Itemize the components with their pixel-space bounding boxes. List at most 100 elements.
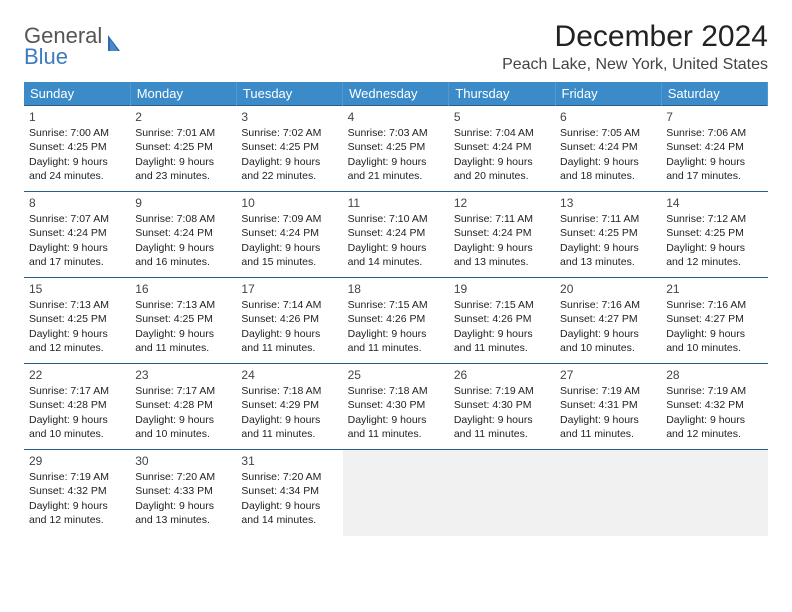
- dl2-text: and 24 minutes.: [29, 169, 125, 183]
- calendar-cell: 15Sunrise: 7:13 AMSunset: 4:25 PMDayligh…: [24, 278, 130, 364]
- day-number: 16: [135, 281, 231, 297]
- sunrise-text: Sunrise: 7:19 AM: [454, 384, 550, 398]
- sunset-text: Sunset: 4:27 PM: [666, 312, 762, 326]
- sunset-text: Sunset: 4:32 PM: [666, 398, 762, 412]
- calendar-cell: 4Sunrise: 7:03 AMSunset: 4:25 PMDaylight…: [343, 106, 449, 192]
- day-number: 14: [666, 195, 762, 211]
- day-number: 28: [666, 367, 762, 383]
- calendar-cell: 3Sunrise: 7:02 AMSunset: 4:25 PMDaylight…: [236, 106, 342, 192]
- dl2-text: and 11 minutes.: [241, 341, 337, 355]
- location: Peach Lake, New York, United States: [502, 56, 768, 74]
- day-number: 11: [348, 195, 444, 211]
- sunrise-text: Sunrise: 7:10 AM: [348, 212, 444, 226]
- calendar-cell: 16Sunrise: 7:13 AMSunset: 4:25 PMDayligh…: [130, 278, 236, 364]
- dl1-text: Daylight: 9 hours: [135, 241, 231, 255]
- dl1-text: Daylight: 9 hours: [29, 413, 125, 427]
- sunset-text: Sunset: 4:24 PM: [454, 140, 550, 154]
- sunset-text: Sunset: 4:27 PM: [560, 312, 656, 326]
- dl1-text: Daylight: 9 hours: [348, 241, 444, 255]
- weekday-row: SundayMondayTuesdayWednesdayThursdayFrid…: [24, 82, 768, 106]
- calendar-cell: 8Sunrise: 7:07 AMSunset: 4:24 PMDaylight…: [24, 192, 130, 278]
- sunset-text: Sunset: 4:30 PM: [454, 398, 550, 412]
- dl1-text: Daylight: 9 hours: [241, 155, 337, 169]
- calendar-week: 15Sunrise: 7:13 AMSunset: 4:25 PMDayligh…: [24, 278, 768, 364]
- day-number: 27: [560, 367, 656, 383]
- month-title: December 2024: [502, 20, 768, 54]
- dl2-text: and 20 minutes.: [454, 169, 550, 183]
- day-number: 6: [560, 109, 656, 125]
- dl1-text: Daylight: 9 hours: [241, 327, 337, 341]
- dl2-text: and 13 minutes.: [454, 255, 550, 269]
- dl1-text: Daylight: 9 hours: [560, 413, 656, 427]
- sunset-text: Sunset: 4:28 PM: [29, 398, 125, 412]
- dl1-text: Daylight: 9 hours: [135, 327, 231, 341]
- sunset-text: Sunset: 4:25 PM: [135, 140, 231, 154]
- dl2-text: and 11 minutes.: [135, 341, 231, 355]
- dl2-text: and 23 minutes.: [135, 169, 231, 183]
- sunrise-text: Sunrise: 7:13 AM: [135, 298, 231, 312]
- sunrise-text: Sunrise: 7:11 AM: [454, 212, 550, 226]
- dl2-text: and 18 minutes.: [560, 169, 656, 183]
- logo-text: General Blue: [24, 26, 102, 68]
- dl1-text: Daylight: 9 hours: [241, 499, 337, 513]
- weekday-header: Thursday: [449, 82, 555, 106]
- sunrise-text: Sunrise: 7:07 AM: [29, 212, 125, 226]
- sunrise-text: Sunrise: 7:14 AM: [241, 298, 337, 312]
- calendar-cell: 21Sunrise: 7:16 AMSunset: 4:27 PMDayligh…: [661, 278, 767, 364]
- calendar-cell: 28Sunrise: 7:19 AMSunset: 4:32 PMDayligh…: [661, 364, 767, 450]
- dl1-text: Daylight: 9 hours: [666, 241, 762, 255]
- day-number: 15: [29, 281, 125, 297]
- day-number: 22: [29, 367, 125, 383]
- calendar-cell: 12Sunrise: 7:11 AMSunset: 4:24 PMDayligh…: [449, 192, 555, 278]
- sunrise-text: Sunrise: 7:02 AM: [241, 126, 337, 140]
- calendar-cell: 25Sunrise: 7:18 AMSunset: 4:30 PMDayligh…: [343, 364, 449, 450]
- dl2-text: and 16 minutes.: [135, 255, 231, 269]
- sunrise-text: Sunrise: 7:05 AM: [560, 126, 656, 140]
- dl2-text: and 14 minutes.: [348, 255, 444, 269]
- calendar-cell: 1Sunrise: 7:00 AMSunset: 4:25 PMDaylight…: [24, 106, 130, 192]
- logo-word2: Blue: [24, 47, 102, 68]
- day-number: 3: [241, 109, 337, 125]
- calendar-cell: 10Sunrise: 7:09 AMSunset: 4:24 PMDayligh…: [236, 192, 342, 278]
- sunrise-text: Sunrise: 7:06 AM: [666, 126, 762, 140]
- logo: General Blue: [24, 26, 126, 68]
- calendar-week: 1Sunrise: 7:00 AMSunset: 4:25 PMDaylight…: [24, 106, 768, 192]
- sunset-text: Sunset: 4:31 PM: [560, 398, 656, 412]
- sunset-text: Sunset: 4:26 PM: [454, 312, 550, 326]
- calendar-cell: 22Sunrise: 7:17 AMSunset: 4:28 PMDayligh…: [24, 364, 130, 450]
- dl1-text: Daylight: 9 hours: [348, 155, 444, 169]
- calendar-cell: 30Sunrise: 7:20 AMSunset: 4:33 PMDayligh…: [130, 450, 236, 536]
- calendar-cell-empty: [343, 450, 449, 536]
- sunrise-text: Sunrise: 7:18 AM: [348, 384, 444, 398]
- day-number: 1: [29, 109, 125, 125]
- calendar-cell: 20Sunrise: 7:16 AMSunset: 4:27 PMDayligh…: [555, 278, 661, 364]
- day-number: 12: [454, 195, 550, 211]
- sunset-text: Sunset: 4:25 PM: [348, 140, 444, 154]
- day-number: 29: [29, 453, 125, 469]
- dl2-text: and 17 minutes.: [666, 169, 762, 183]
- calendar-cell: 18Sunrise: 7:15 AMSunset: 4:26 PMDayligh…: [343, 278, 449, 364]
- sunrise-text: Sunrise: 7:08 AM: [135, 212, 231, 226]
- sunset-text: Sunset: 4:33 PM: [135, 484, 231, 498]
- sunset-text: Sunset: 4:28 PM: [135, 398, 231, 412]
- day-number: 25: [348, 367, 444, 383]
- weekday-header: Wednesday: [343, 82, 449, 106]
- day-number: 31: [241, 453, 337, 469]
- calendar-cell: 17Sunrise: 7:14 AMSunset: 4:26 PMDayligh…: [236, 278, 342, 364]
- calendar-cell: 2Sunrise: 7:01 AMSunset: 4:25 PMDaylight…: [130, 106, 236, 192]
- calendar-week: 29Sunrise: 7:19 AMSunset: 4:32 PMDayligh…: [24, 450, 768, 536]
- dl1-text: Daylight: 9 hours: [348, 327, 444, 341]
- dl1-text: Daylight: 9 hours: [29, 499, 125, 513]
- sunset-text: Sunset: 4:25 PM: [666, 226, 762, 240]
- calendar-cell: 31Sunrise: 7:20 AMSunset: 4:34 PMDayligh…: [236, 450, 342, 536]
- calendar-cell: 9Sunrise: 7:08 AMSunset: 4:24 PMDaylight…: [130, 192, 236, 278]
- day-number: 13: [560, 195, 656, 211]
- sunrise-text: Sunrise: 7:19 AM: [29, 470, 125, 484]
- sunrise-text: Sunrise: 7:04 AM: [454, 126, 550, 140]
- sunrise-text: Sunrise: 7:11 AM: [560, 212, 656, 226]
- dl1-text: Daylight: 9 hours: [454, 155, 550, 169]
- dl1-text: Daylight: 9 hours: [454, 413, 550, 427]
- sunrise-text: Sunrise: 7:15 AM: [348, 298, 444, 312]
- sunset-text: Sunset: 4:24 PM: [348, 226, 444, 240]
- dl2-text: and 11 minutes.: [348, 341, 444, 355]
